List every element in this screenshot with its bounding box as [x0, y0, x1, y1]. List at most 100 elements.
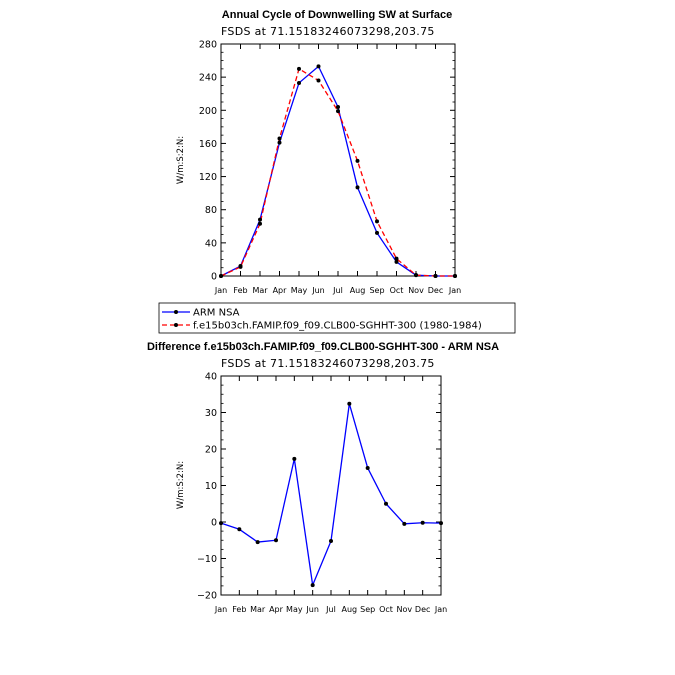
y-tick-label: 0: [211, 518, 217, 529]
x-tick-label: Jul: [332, 286, 343, 295]
y-tick-label: 80: [205, 205, 217, 216]
legend-label-model: f.e15b03ch.FAMIP.f09_f09.CLB00-SGHHT-300…: [193, 321, 482, 332]
series-line: [220, 65, 455, 277]
y-axis-label: W/m:S:2:N:: [176, 136, 186, 184]
data-point: [414, 273, 418, 278]
y-tick-label: 240: [199, 73, 217, 84]
chart-title: Difference f.e15b03ch.FAMIP.f09_f09.CLB0…: [147, 341, 499, 353]
data-point: [238, 264, 243, 269]
data-point: [258, 221, 262, 226]
y-ticks: −20 −10 0 10 20 30 40: [197, 372, 441, 602]
plot-frame: [220, 43, 456, 277]
series-line: [220, 403, 442, 586]
data-point: [255, 540, 260, 545]
data-point: [453, 274, 457, 278]
plot-frame: [220, 375, 442, 596]
data-point: [384, 501, 388, 506]
data-point: [277, 140, 282, 145]
data-point: [394, 256, 399, 261]
difference-chart: Difference f.e15b03ch.FAMIP.f09_f09.CLB0…: [147, 341, 499, 614]
data-point: [336, 104, 340, 109]
data-point: [292, 456, 297, 461]
x-tick-label: Mar: [252, 286, 268, 295]
x-tick-label: Sep: [369, 286, 384, 295]
data-point: [420, 520, 425, 525]
data-point: [394, 259, 399, 264]
chart-subtitle: FSDS at 71.15183246073298,203.75: [221, 357, 435, 370]
x-tick-label: Oct: [390, 286, 404, 295]
x-tick-label: Jun: [311, 286, 325, 295]
y-tick-label: 160: [199, 139, 217, 150]
data-point: [433, 274, 438, 278]
x-ticks: Jan Feb Mar Apr May Jun Jul Aug Sep Oct Nov Dec Jan: [214, 376, 447, 614]
y-tick-label: 0: [211, 272, 217, 283]
data-point: [297, 80, 301, 85]
chart-title: Annual Cycle of Downwelling SW at Surfac…: [222, 9, 452, 21]
x-tick-label: Jan: [214, 286, 227, 295]
data-point: [310, 583, 315, 588]
x-tick-label: Feb: [233, 286, 247, 295]
data-point: [365, 465, 370, 470]
x-tick-label: Jun: [305, 605, 319, 614]
x-tick-label: Dec: [415, 605, 430, 614]
x-tick-label: Dec: [428, 286, 443, 295]
legend-box: [158, 302, 516, 334]
y-tick-label: −10: [197, 554, 217, 565]
x-tick-label: Jan: [434, 605, 447, 614]
y-tick-label: 20: [205, 445, 217, 456]
y-tick-label: 280: [199, 40, 217, 51]
x-tick-label: Sep: [360, 605, 375, 614]
data-point: [347, 401, 352, 406]
x-tick-label: Jan: [448, 286, 461, 295]
x-tick-label: May: [291, 286, 308, 295]
data-point: [439, 521, 443, 526]
data-point: [402, 521, 407, 526]
chart-subtitle: FSDS at 71.15183246073298,203.75: [221, 25, 435, 38]
x-tick-label: Jan: [214, 605, 227, 614]
data-point: [297, 66, 301, 71]
data-point: [336, 109, 340, 114]
legend: ARM NSA f.e15b03ch.FAMIP.f09_f09.CLB00-S…: [158, 302, 516, 334]
x-tick-label: Oct: [379, 605, 393, 614]
x-tick-label: Apr: [269, 605, 284, 614]
series-group: [219, 401, 443, 588]
y-tick-label: 10: [205, 481, 217, 492]
x-tick-label: Mar: [250, 605, 266, 614]
data-point: [316, 64, 321, 69]
legend-marker-model: [174, 323, 178, 327]
y-tick-label: −20: [197, 591, 217, 602]
legend-label-arm: ARM NSA: [193, 308, 240, 319]
y-axis-label: W/m:S:2:N:: [176, 461, 186, 509]
x-tick-label: May: [286, 605, 303, 614]
y-tick-label: 120: [199, 172, 217, 183]
x-tick-label: Aug: [350, 286, 366, 295]
x-tick-label: Feb: [232, 605, 246, 614]
data-point: [258, 217, 262, 222]
plot-border: [220, 43, 456, 277]
data-point: [316, 78, 321, 83]
series-line: [220, 68, 455, 277]
data-point: [274, 538, 278, 543]
y-ticks: 0 40 80 120 160 200 240 280: [199, 40, 455, 283]
data-point: [375, 219, 379, 224]
data-point: [355, 185, 360, 190]
x-tick-label: Nov: [397, 605, 413, 614]
x-tick-label: Jul: [325, 605, 336, 614]
series-group: [219, 64, 457, 278]
y-tick-label: 40: [205, 372, 217, 383]
data-point: [277, 136, 282, 141]
x-tick-label: Apr: [273, 286, 288, 295]
data-point: [329, 538, 333, 543]
plot-border: [220, 375, 442, 596]
x-tick-label: Nov: [408, 286, 424, 295]
y-tick-label: 40: [205, 238, 217, 249]
data-point: [375, 230, 379, 235]
y-tick-label: 200: [199, 106, 217, 117]
x-ticks: Jan Feb Mar Apr May Jun Jul Aug Sep Oct Nov Dec Jan: [214, 44, 461, 295]
annual-cycle-chart: Annual Cycle of Downwelling SW at Surfac…: [176, 9, 461, 295]
data-point: [355, 158, 360, 163]
legend-marker-arm: [174, 310, 178, 314]
data-point: [219, 521, 223, 526]
x-tick-label: Aug: [342, 605, 358, 614]
